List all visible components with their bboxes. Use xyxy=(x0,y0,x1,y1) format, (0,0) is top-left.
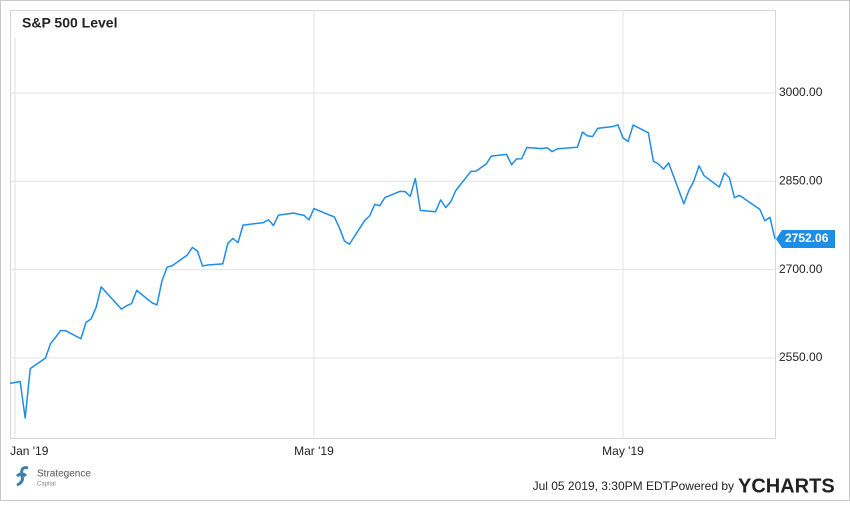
chart-title: S&P 500 Level xyxy=(22,15,117,31)
grid xyxy=(10,10,775,438)
last-value-label: 2752.06 xyxy=(785,231,829,245)
last-value-tag xyxy=(776,229,835,248)
brand: YCHARTS xyxy=(738,475,835,497)
logo: Strategence Capital xyxy=(16,466,91,488)
logo-sub: Capital xyxy=(37,482,56,488)
line xyxy=(9,124,776,419)
timestamp: Jul 05 2019, 3:30PM EDT. xyxy=(533,479,672,493)
x-tick-label: Mar '19 xyxy=(294,444,334,458)
y-tick-label: 2550.00 xyxy=(779,350,823,364)
logo-mark xyxy=(16,466,29,487)
y-tick-label: 2850.00 xyxy=(779,173,823,187)
logo-name: Strategence xyxy=(37,469,91,480)
powered-by: Powered by xyxy=(671,479,734,493)
x-tick-label: Jan '19 xyxy=(10,444,49,458)
y-tick-label: 3000.00 xyxy=(779,85,823,99)
x-tick-label: May '19 xyxy=(602,444,644,458)
plot-frame xyxy=(10,10,776,439)
title-box xyxy=(11,11,131,37)
y-tick-label: 2700.00 xyxy=(779,262,823,276)
